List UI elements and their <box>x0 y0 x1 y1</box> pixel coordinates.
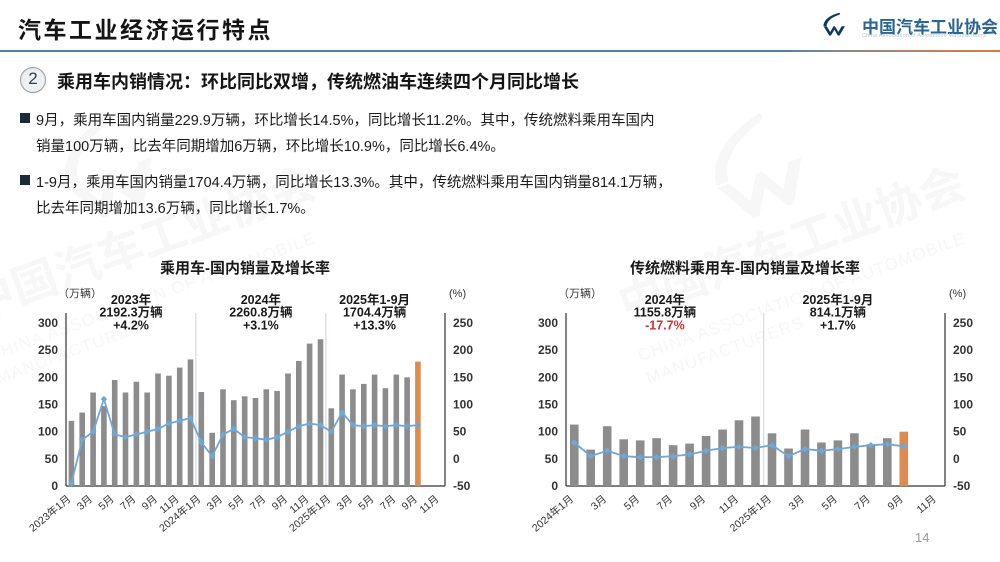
svg-text:200: 200 <box>538 370 558 384</box>
svg-text:(%): (%) <box>449 288 466 300</box>
svg-text:100: 100 <box>453 398 473 412</box>
svg-text:3月: 3月 <box>787 493 807 513</box>
svg-text:+1.7%: +1.7% <box>820 318 856 332</box>
svg-text:3月: 3月 <box>205 493 225 513</box>
svg-text:+13.3%: +13.3% <box>353 318 396 332</box>
svg-text:（万辆）: （万辆） <box>558 286 602 300</box>
svg-text:(%): (%) <box>949 288 966 300</box>
svg-text:100: 100 <box>538 425 558 439</box>
svg-text:5月: 5月 <box>820 493 840 513</box>
svg-text:250: 250 <box>453 316 473 330</box>
svg-text:3月: 3月 <box>589 493 609 513</box>
svg-text:150: 150 <box>38 398 58 412</box>
svg-text:200: 200 <box>38 370 58 384</box>
svg-text:300: 300 <box>38 316 58 330</box>
svg-text:+3.1%: +3.1% <box>243 318 279 332</box>
svg-text:50: 50 <box>453 425 467 439</box>
svg-text:7月: 7月 <box>655 493 675 513</box>
svg-text:150: 150 <box>453 370 473 384</box>
svg-text:传统燃料乘用车-国内销量及增长率: 传统燃料乘用车-国内销量及增长率 <box>630 260 860 277</box>
svg-text:0: 0 <box>453 452 460 466</box>
svg-text:7月: 7月 <box>378 493 398 513</box>
svg-text:50: 50 <box>545 452 559 466</box>
svg-text:-50: -50 <box>953 479 971 493</box>
svg-text:5月: 5月 <box>356 493 376 513</box>
svg-text:0: 0 <box>51 479 58 493</box>
svg-text:150: 150 <box>953 370 973 384</box>
svg-text:7月: 7月 <box>852 493 872 513</box>
svg-text:250: 250 <box>538 343 558 357</box>
svg-text:250: 250 <box>953 316 973 330</box>
svg-text:-17.7%: -17.7% <box>645 318 685 332</box>
svg-text:11月: 11月 <box>417 493 441 516</box>
svg-text:5月: 5月 <box>96 493 116 513</box>
svg-text:100: 100 <box>38 425 58 439</box>
svg-text:-50: -50 <box>453 479 471 493</box>
svg-text:7月: 7月 <box>248 493 268 513</box>
svg-text:3月: 3月 <box>75 493 95 513</box>
svg-text:50: 50 <box>45 452 59 466</box>
svg-text:9月: 9月 <box>688 493 708 513</box>
svg-text:50: 50 <box>953 425 967 439</box>
svg-text:0: 0 <box>551 479 558 493</box>
svg-text:150: 150 <box>538 398 558 412</box>
svg-text:100: 100 <box>953 398 973 412</box>
svg-text:（万辆）: （万辆） <box>58 286 102 300</box>
svg-text:9月: 9月 <box>400 493 420 513</box>
svg-text:9月: 9月 <box>270 493 290 513</box>
svg-text:0: 0 <box>953 452 960 466</box>
svg-text:3月: 3月 <box>335 493 355 513</box>
svg-text:200: 200 <box>953 343 973 357</box>
svg-text:250: 250 <box>38 343 58 357</box>
svg-text:11月: 11月 <box>915 493 939 516</box>
svg-text:+4.2%: +4.2% <box>113 318 149 332</box>
svg-text:2023年1月: 2023年1月 <box>27 492 74 534</box>
svg-text:300: 300 <box>538 316 558 330</box>
svg-text:7月: 7月 <box>118 493 138 513</box>
svg-text:5月: 5月 <box>226 493 246 513</box>
svg-text:2024年1月: 2024年1月 <box>529 492 576 534</box>
svg-text:200: 200 <box>453 343 473 357</box>
svg-text:5月: 5月 <box>622 493 642 513</box>
svg-text:乘用车-国内销量及增长率: 乘用车-国内销量及增长率 <box>160 260 330 277</box>
svg-text:11月: 11月 <box>717 493 741 516</box>
svg-text:9月: 9月 <box>885 493 905 513</box>
svg-text:9月: 9月 <box>140 493 160 513</box>
